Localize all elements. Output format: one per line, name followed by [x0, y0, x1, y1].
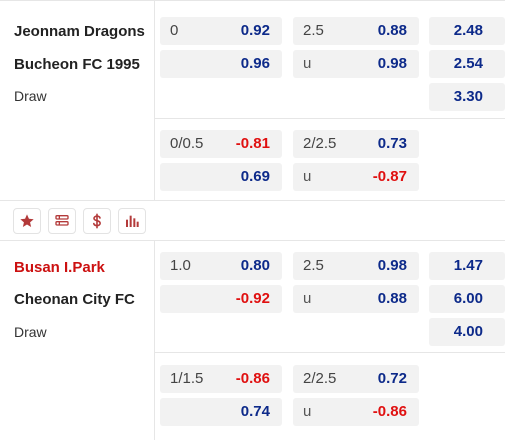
total-under-odds[interactable]: u 0.98 [293, 50, 419, 78]
under-label: u [303, 403, 312, 420]
odds-value: 3.30 [453, 88, 483, 105]
handicap-home-odds[interactable]: 0 0.92 [160, 17, 282, 45]
handicap-line: 1/1.5 [170, 370, 204, 387]
dollar-icon [93, 213, 101, 229]
star-icon [20, 214, 34, 227]
handicap-line: 0 [170, 22, 179, 39]
under-label: u [303, 55, 312, 72]
odds-value: 0.98 [377, 257, 407, 274]
half-handicap-home-odds[interactable]: 0/0.5 -0.81 [160, 130, 282, 158]
list-icon [55, 215, 69, 226]
total-over-odds[interactable]: 2.5 0.98 [293, 252, 419, 280]
away-team-name[interactable]: Bucheon FC 1995 [14, 56, 140, 73]
odds-value: 2.54 [453, 55, 483, 72]
odds-value: 0.74 [240, 403, 270, 420]
odds-value: 0.96 [240, 55, 270, 72]
divider [155, 118, 505, 119]
home-team-name[interactable]: Jeonnam Dragons [14, 23, 145, 40]
odds-value: -0.81 [235, 135, 270, 152]
odds-value: -0.86 [372, 403, 407, 420]
odds-value: 0.72 [377, 370, 407, 387]
handicap-away-odds[interactable]: -0.92 [160, 285, 282, 313]
half-handicap-away-odds[interactable]: 0.69 [160, 163, 282, 191]
odds-value: -0.92 [235, 290, 270, 307]
total-over-odds[interactable]: 2.5 0.88 [293, 17, 419, 45]
x12-draw-odds[interactable]: 3.30 [429, 83, 505, 111]
handicap-home-odds[interactable]: 1.0 0.80 [160, 252, 282, 280]
half-total-over-odds[interactable]: 2/2.5 0.73 [293, 130, 419, 158]
teams-column: Jeonnam Dragons Bucheon FC 1995 Draw [0, 0, 155, 200]
divider [0, 200, 505, 201]
odds-value: 1.47 [453, 257, 483, 274]
odds-value: 0.88 [377, 290, 407, 307]
half-handicap-home-odds[interactable]: 1/1.5 -0.86 [160, 365, 282, 393]
top-border [0, 0, 505, 1]
half-total-under-odds[interactable]: u -0.86 [293, 398, 419, 426]
under-label: u [303, 290, 312, 307]
odds-value: 0.69 [240, 168, 270, 185]
divider [0, 240, 505, 241]
x12-home-odds[interactable]: 2.48 [429, 17, 505, 45]
teams-column: Busan I.Park Cheonan City FC Draw [0, 240, 155, 440]
half-total-under-odds[interactable]: u -0.87 [293, 163, 419, 191]
match-row: Jeonnam Dragons Bucheon FC 1995 Draw 0 0… [0, 0, 505, 200]
total-line: 2/2.5 [303, 135, 337, 152]
odds-value: 0.98 [377, 55, 407, 72]
odds-value: 2.48 [453, 22, 483, 39]
odds-button[interactable] [83, 208, 111, 234]
odds-value: 6.00 [453, 290, 483, 307]
x12-home-odds[interactable]: 1.47 [429, 252, 505, 280]
total-line: 2.5 [303, 257, 324, 274]
odds-value: -0.86 [235, 370, 270, 387]
odds-value: 0.73 [377, 135, 407, 152]
stats-button[interactable] [118, 208, 146, 234]
draw-label: Draw [14, 88, 47, 104]
odds-value: -0.87 [372, 168, 407, 185]
total-under-odds[interactable]: u 0.88 [293, 285, 419, 313]
odds-value: 0.92 [240, 22, 270, 39]
odds-value: 4.00 [453, 323, 483, 340]
details-button[interactable] [48, 208, 76, 234]
total-line: 2.5 [303, 22, 324, 39]
handicap-line: 0/0.5 [170, 135, 204, 152]
match-row: Busan I.Park Cheonan City FC Draw 1.0 0.… [0, 240, 505, 440]
favorite-button[interactable] [13, 208, 41, 234]
bar-chart-icon [126, 215, 139, 227]
x12-away-odds[interactable]: 2.54 [429, 50, 505, 78]
x12-away-odds[interactable]: 6.00 [429, 285, 505, 313]
total-line: 2/2.5 [303, 370, 337, 387]
under-label: u [303, 168, 312, 185]
handicap-line: 1.0 [170, 257, 191, 274]
odds-value: 0.88 [377, 22, 407, 39]
half-handicap-away-odds[interactable]: 0.74 [160, 398, 282, 426]
x12-draw-odds[interactable]: 4.00 [429, 318, 505, 346]
home-team-name[interactable]: Busan I.Park [14, 259, 105, 276]
half-total-over-odds[interactable]: 2/2.5 0.72 [293, 365, 419, 393]
draw-label: Draw [14, 324, 47, 340]
divider [155, 352, 505, 353]
away-team-name[interactable]: Cheonan City FC [14, 291, 135, 308]
match-toolbar [0, 201, 505, 240]
odds-value: 0.80 [240, 257, 270, 274]
handicap-away-odds[interactable]: 0.96 [160, 50, 282, 78]
